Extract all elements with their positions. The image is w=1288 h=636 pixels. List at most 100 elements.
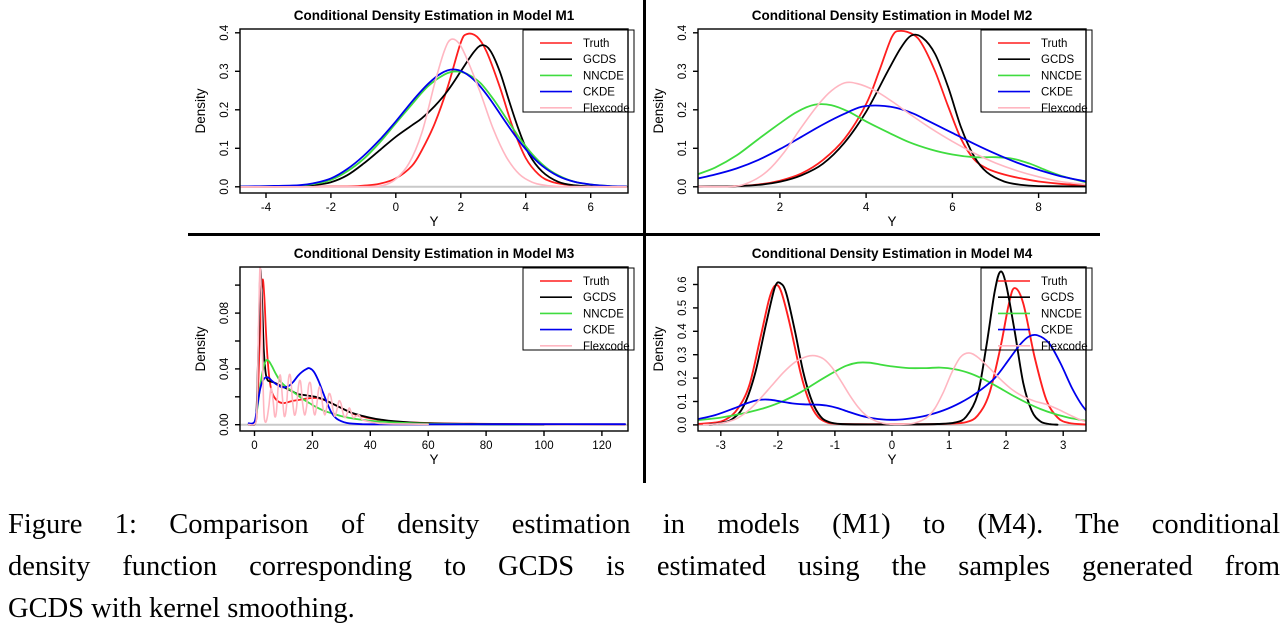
density-plot-m3: Conditional Density Estimation in Model … (188, 238, 644, 476)
density-plot-m2-svg: Conditional Density Estimation in Model … (651, 8, 1093, 229)
curve-flexcode (247, 267, 429, 426)
density-plot-m3-svg: Conditional Density Estimation in Model … (193, 246, 635, 467)
legend-label-truth: Truth (583, 38, 609, 50)
legend-label-flexcode: Flexcode (583, 341, 630, 353)
curves-group (698, 270, 1086, 426)
legend-label-gcds: GCDS (583, 54, 617, 66)
x-tick-label: 2 (1003, 440, 1009, 452)
plot-border (697, 28, 1087, 194)
x-tick-label: 0 (393, 202, 399, 214)
legend-label-gcds: GCDS (583, 292, 617, 304)
plot-border (697, 266, 1087, 432)
y-tick-label: 0.00 (219, 414, 231, 436)
legend-box (522, 29, 635, 113)
density-plot-m4: Conditional Density Estimation in Model … (646, 238, 1102, 476)
x-tick-label: 120 (592, 440, 611, 452)
x-tick-label: 6 (949, 202, 955, 214)
legend-label-ckde: CKDE (1041, 325, 1073, 337)
x-tick-label: 3 (1060, 440, 1066, 452)
x-tick-label: 40 (364, 440, 377, 452)
legend-label-flexcode: Flexcode (583, 103, 630, 115)
legend-label-nncde: NNCDE (1041, 70, 1082, 82)
curve-truth (247, 278, 626, 426)
x-tick-label: 6 (587, 202, 593, 214)
x-tick-label: 100 (534, 440, 553, 452)
x-tick-label: 60 (422, 440, 435, 452)
curve-flexcode (702, 352, 1086, 426)
curves-group (247, 267, 626, 427)
curve-nncde (698, 103, 1086, 184)
curve-ckde (698, 333, 1086, 421)
x-tick-label: 80 (480, 440, 493, 452)
y-tick-label: 0.0 (677, 417, 689, 433)
x-tick-label: 2 (458, 202, 464, 214)
legend-label-truth: Truth (583, 276, 609, 288)
curve-ckde (247, 367, 626, 426)
x-tick-label: 1 (946, 440, 952, 452)
curve-flexcode (240, 38, 628, 188)
legend-label-ckde: CKDE (1041, 87, 1073, 99)
y-tick-label: 0.3 (677, 63, 689, 79)
y-axis-label: Density (651, 326, 666, 371)
legend-label-nncde: NNCDE (583, 308, 624, 320)
plot-border (239, 28, 629, 194)
legend-box (980, 267, 1093, 351)
curve-flexcode (698, 81, 1086, 188)
legend-label-flexcode: Flexcode (1041, 341, 1088, 353)
x-tick-label: 0 (251, 440, 257, 452)
x-axis-label: Y (887, 452, 896, 467)
legend-label-ckde: CKDE (583, 87, 615, 99)
x-tick-label: 2 (777, 202, 783, 214)
curve-ckde (698, 104, 1086, 183)
y-axis-label: Density (651, 88, 666, 133)
density-plot-m1: Conditional Density Estimation in Model … (188, 0, 644, 238)
y-tick-label: 0.4 (677, 323, 689, 340)
x-tick-label: 0 (889, 440, 895, 452)
y-tick-label: 0.2 (677, 102, 689, 118)
curve-gcds (240, 44, 628, 188)
density-plot-m4-svg: Conditional Density Estimation in Model … (651, 246, 1093, 467)
y-tick-label: 0.4 (219, 24, 231, 41)
y-axis-label: Density (193, 88, 208, 133)
divider-vertical (643, 0, 646, 483)
curve-gcds (698, 33, 1086, 188)
chart-title: Conditional Density Estimation in Model … (294, 246, 575, 261)
chart-title: Conditional Density Estimation in Model … (752, 246, 1033, 261)
curve-nncde (698, 361, 1086, 422)
figure-caption: Figure 1: Comparison of density estimati… (8, 504, 1280, 630)
y-tick-label: 0.2 (219, 102, 231, 118)
legend-label-nncde: NNCDE (1041, 308, 1082, 320)
x-axis-label: Y (887, 214, 896, 229)
y-tick-label: 0.4 (677, 24, 689, 41)
curves-group (240, 32, 628, 188)
y-tick-label: 0.04 (219, 357, 231, 380)
density-plot-m1-svg: Conditional Density Estimation in Model … (193, 8, 635, 229)
x-tick-label: -2 (326, 202, 336, 214)
y-tick-label: 0.2 (677, 370, 689, 386)
y-tick-label: 0.1 (677, 394, 689, 410)
y-tick-label: 0.1 (219, 140, 231, 156)
curve-nncde (247, 359, 531, 426)
y-tick-label: 0.3 (677, 347, 689, 363)
legend-label-gcds: GCDS (1041, 292, 1075, 304)
x-tick-label: 4 (863, 202, 870, 214)
figure-panel: Conditional Density Estimation in Model … (188, 0, 1102, 483)
x-tick-label: -3 (716, 440, 726, 452)
curve-ckde (240, 68, 628, 188)
curve-gcds (708, 270, 1059, 426)
caption-line-3: GCDS with kernel smoothing. (8, 593, 355, 624)
x-tick-label: -4 (261, 202, 272, 214)
y-tick-label: 0.1 (677, 140, 689, 156)
legend-box (980, 29, 1093, 113)
x-tick-label: -1 (830, 440, 840, 452)
legend-box (522, 267, 635, 351)
y-tick-label: 0.6 (677, 277, 689, 293)
plot-border (239, 266, 629, 432)
divider-horizontal (188, 233, 1100, 236)
x-axis-label: Y (429, 214, 438, 229)
y-tick-label: 0.0 (219, 179, 231, 195)
legend-label-flexcode: Flexcode (1041, 103, 1088, 115)
x-axis-label: Y (429, 452, 438, 467)
legend-label-truth: Truth (1041, 38, 1067, 50)
caption-line-2: density function corresponding to GCDS i… (8, 551, 1280, 582)
